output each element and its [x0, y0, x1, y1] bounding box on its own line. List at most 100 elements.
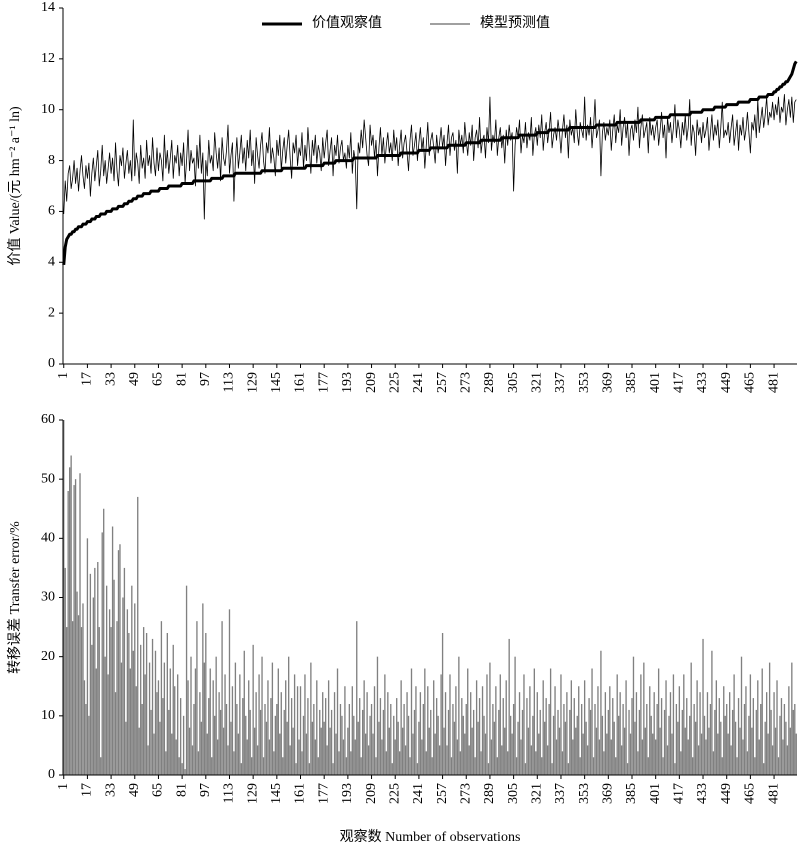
bar: [557, 709, 559, 775]
bar: [662, 757, 664, 775]
bar: [77, 615, 80, 775]
x-tick-label: 193: [340, 372, 355, 393]
bar: [549, 668, 552, 775]
bar: [73, 485, 75, 775]
bar: [357, 721, 359, 775]
bar: [794, 704, 796, 775]
bar: [144, 674, 146, 775]
bar: [415, 686, 417, 775]
bar: [88, 715, 90, 775]
bar: [628, 709, 630, 775]
bar: [771, 745, 774, 775]
bar: [274, 715, 277, 775]
bar: [261, 656, 263, 775]
bar: [342, 739, 345, 775]
bar: [496, 757, 498, 775]
x-tick-label: 385: [624, 372, 639, 393]
x-tick-label: 417: [672, 372, 687, 393]
bar: [122, 597, 124, 775]
bar: [692, 757, 694, 775]
bar: [498, 709, 500, 775]
bar: [487, 763, 490, 775]
bar: [348, 704, 351, 775]
bar: [693, 704, 695, 775]
x-tick-label: 81: [174, 372, 189, 386]
bar: [453, 721, 456, 775]
bar: [699, 692, 701, 775]
bar: [89, 573, 92, 775]
y-tick-label: 60: [41, 412, 55, 427]
bar: [216, 739, 219, 775]
bar: [193, 704, 195, 775]
bar: [249, 709, 251, 775]
x-tick-label: 177: [316, 372, 331, 393]
bar: [687, 739, 689, 775]
bar: [196, 621, 198, 775]
bar: [339, 704, 342, 775]
bar: [211, 757, 213, 775]
x-tick-label: 97: [198, 783, 213, 797]
bar: [532, 715, 534, 775]
bar: [200, 721, 203, 775]
x-tick-label: 481: [766, 372, 781, 393]
bar: [154, 650, 157, 775]
bar: [97, 562, 99, 775]
x-tick-label: 465: [743, 372, 758, 393]
bar: [135, 686, 137, 775]
bar: [391, 763, 393, 775]
bar: [385, 751, 388, 775]
bar: [114, 692, 117, 775]
bar: [567, 763, 570, 775]
bar: [258, 674, 260, 775]
bar: [684, 727, 686, 775]
bar: [298, 739, 300, 775]
bar: [748, 715, 750, 775]
bar: [101, 532, 103, 775]
bar: [493, 721, 496, 775]
bar: [509, 715, 512, 775]
bar: [652, 733, 654, 775]
bar: [612, 698, 614, 775]
bar: [792, 709, 794, 775]
bar: [575, 727, 577, 775]
bar: [307, 698, 309, 775]
bar: [564, 721, 567, 775]
bar: [388, 727, 390, 775]
bar: [134, 603, 136, 775]
bar: [239, 674, 241, 775]
y-tick-label: 30: [41, 590, 55, 605]
bar: [171, 733, 173, 775]
bar: [443, 727, 445, 775]
x-tick-label: 65: [151, 372, 166, 386]
bar: [424, 668, 426, 775]
x-tick-label: 257: [435, 783, 450, 804]
x-tick-label: 161: [293, 783, 308, 804]
bar: [356, 621, 358, 775]
bar: [471, 727, 473, 775]
bar: [702, 638, 704, 775]
bar: [85, 704, 87, 775]
bar: [125, 721, 127, 775]
bar: [480, 751, 482, 775]
bar: [638, 709, 641, 775]
bar: [554, 686, 556, 775]
bar: [711, 650, 713, 775]
y-tick-label: 12: [41, 51, 55, 66]
bar: [757, 680, 759, 775]
bar: [715, 680, 718, 775]
bar: [242, 698, 244, 775]
bar: [459, 751, 462, 775]
x-tick-label: 33: [103, 783, 118, 797]
bar: [319, 709, 321, 775]
bar: [736, 757, 738, 775]
bar: [113, 579, 115, 775]
bar: [215, 656, 217, 775]
bar: [589, 709, 592, 775]
bar: [353, 715, 355, 775]
bar: [214, 715, 216, 775]
bar: [354, 739, 356, 775]
bar: [335, 733, 337, 775]
x-tick-label: 353: [577, 372, 592, 393]
bar: [718, 698, 720, 775]
bar: [618, 715, 620, 775]
